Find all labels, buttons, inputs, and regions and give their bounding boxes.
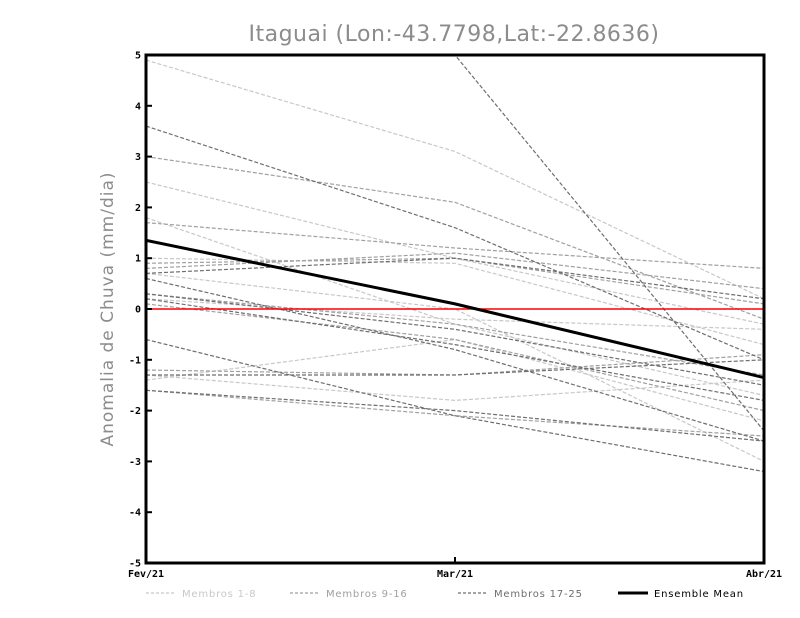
legend-label: Membros 17-25 <box>494 589 583 600</box>
y-tick-label: -4 <box>129 508 141 519</box>
member-line-22 <box>146 338 764 473</box>
legend: Membros 1-8 Membros 9-16 Membros 17-25 Ense… <box>146 589 744 600</box>
y-tick-label: 4 <box>135 101 141 112</box>
y-axis-label: Anomalia de Chuva (mm/dia) <box>98 171 118 446</box>
member-line-21 <box>146 293 764 386</box>
member-line-16 <box>146 257 764 305</box>
ensemble-mean-line <box>146 238 764 380</box>
x-tick-label: Mar/21 <box>437 569 473 580</box>
member-line-17 <box>146 125 764 361</box>
member-line-12 <box>146 293 764 376</box>
member-line-4 <box>146 257 764 346</box>
y-tick-label: 5 <box>135 51 141 62</box>
member-line-10 <box>146 222 764 269</box>
member-line-24 <box>146 359 764 376</box>
member-line-20 <box>146 277 764 442</box>
legend-label: Membros 9-16 <box>326 589 408 600</box>
member-line-7 <box>146 338 764 422</box>
member-line-13 <box>146 303 764 412</box>
y-tick-label: -2 <box>129 406 141 417</box>
legend-label: Membros 1-8 <box>182 589 256 600</box>
y-tick-label: 0 <box>135 305 141 316</box>
member-line-9 <box>146 156 764 320</box>
member-line-25 <box>146 298 764 401</box>
x-tick-label: Abr/21 <box>746 569 782 580</box>
member-line-3 <box>146 217 764 396</box>
member-line-11 <box>146 252 764 290</box>
y-tick-label: -1 <box>129 355 141 366</box>
chart-title: Itaguai (Lon:-43.7798,Lat:-22.8636) <box>248 22 659 47</box>
member-line-18 <box>146 55 764 432</box>
member-line-23 <box>146 389 764 442</box>
y-axis-ticks: -5 -4 -3 -2 -1 0 1 2 3 4 5 <box>129 51 152 570</box>
y-tick-label: 2 <box>135 203 141 214</box>
y-tick-label: 1 <box>135 254 141 265</box>
mean-layer <box>146 238 764 380</box>
y-tick-label: -5 <box>129 559 141 570</box>
series-layer <box>146 55 764 473</box>
member-line-15 <box>146 389 764 437</box>
y-tick-label: 3 <box>135 152 141 163</box>
x-tick-label: Fev/21 <box>128 569 164 580</box>
x-axis-ticks: Fev/21 Mar/21 Abr/21 <box>128 557 782 580</box>
y-tick-label: -3 <box>129 457 141 468</box>
legend-label: Ensemble Mean <box>654 589 744 600</box>
member-line-19 <box>146 257 764 300</box>
